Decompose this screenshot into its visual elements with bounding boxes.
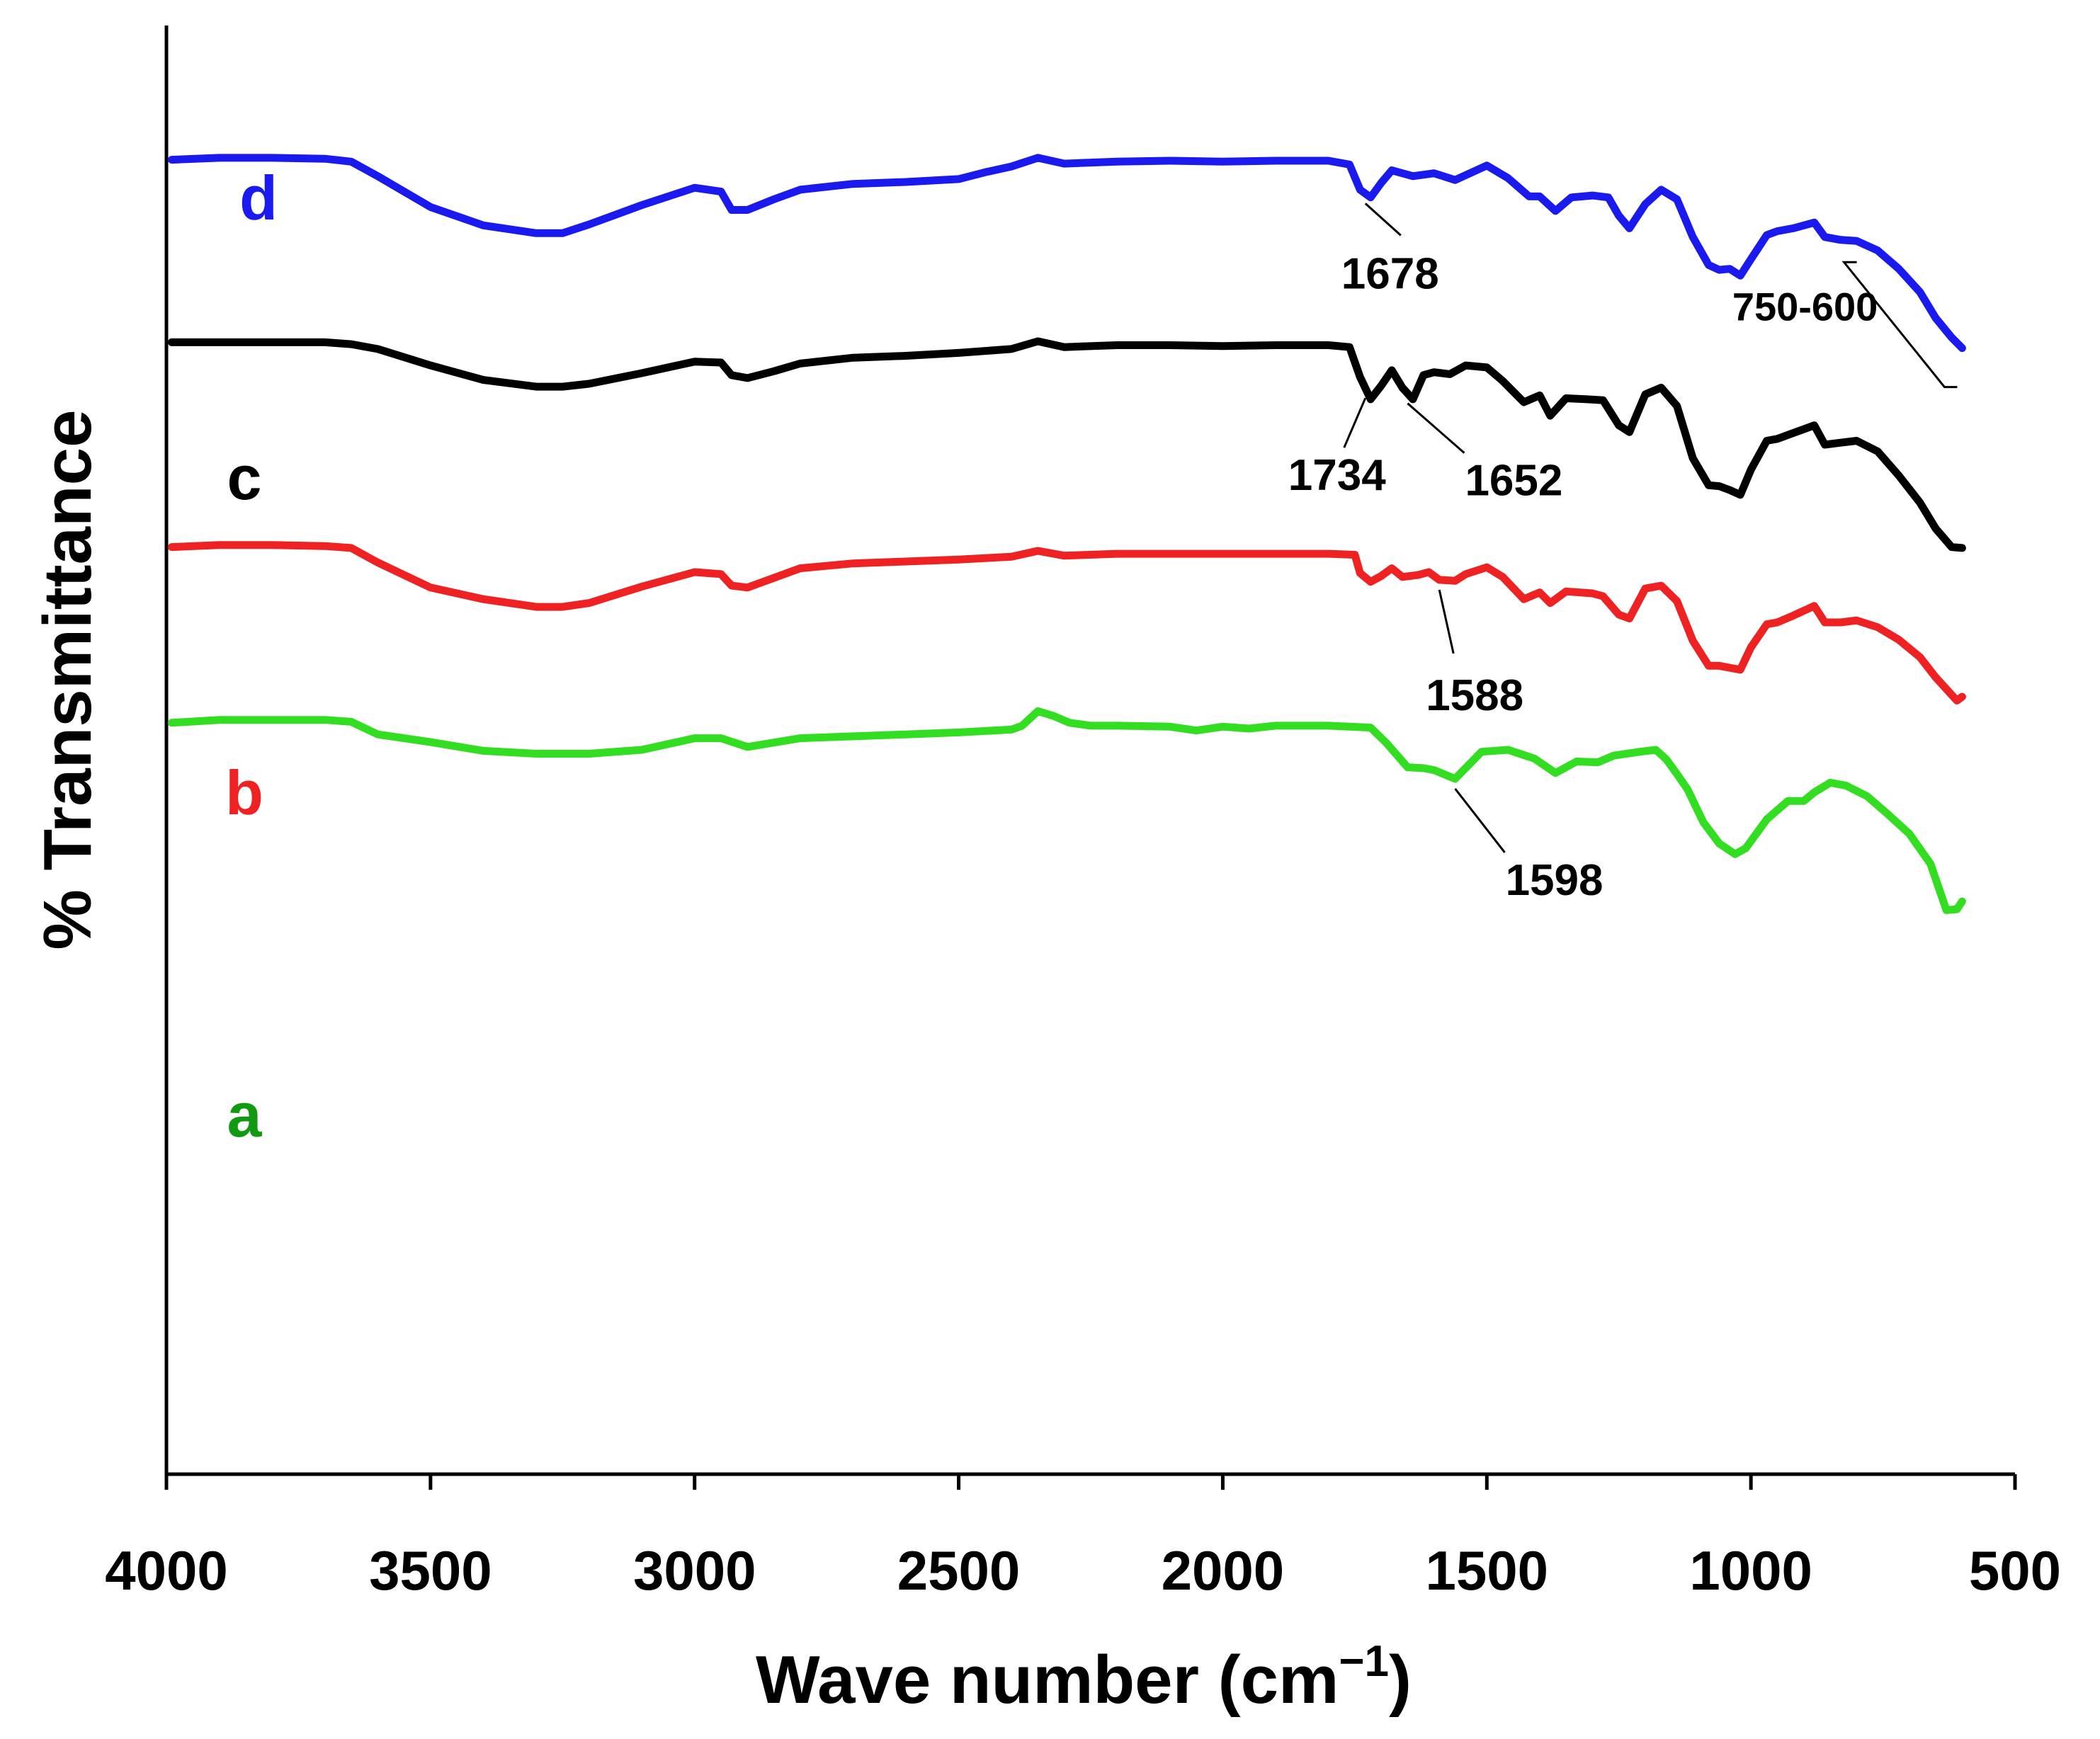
annotation-label: 1652: [1465, 457, 1562, 506]
series-label-c: c: [227, 443, 262, 513]
series-label-d: d: [239, 163, 278, 233]
annotation-leader: [1454, 787, 1506, 853]
series-line-a: [168, 707, 1966, 914]
x-tick-label: 3000: [633, 1539, 756, 1602]
x-axis-title-superscript: −1: [1339, 1637, 1389, 1686]
x-tick-label: 3500: [369, 1539, 492, 1602]
annotation-label: 1588: [1426, 671, 1523, 720]
annotation-label: 1678: [1341, 249, 1439, 298]
series-line-d: [168, 154, 1966, 353]
x-ticks: [164, 1474, 2017, 1490]
range-bracket: [1841, 261, 1958, 389]
annotation-leader: [1364, 203, 1402, 236]
x-tick-label: 2500: [897, 1539, 1021, 1602]
series-line-c: [168, 337, 1966, 552]
x-tick-label: 2000: [1162, 1539, 1285, 1602]
x-axis-title-close: ): [1389, 1642, 1412, 1718]
series-lines: [168, 154, 1966, 914]
annotation-label: 750-600: [1732, 284, 1878, 329]
annotation-label: 1734: [1288, 451, 1386, 500]
x-tick-label: 1500: [1426, 1539, 1549, 1602]
y-axis-title: % Transmittance: [30, 410, 106, 950]
series-label-a: a: [227, 1080, 263, 1150]
annotation-leader: [1438, 589, 1455, 654]
series-label-b: b: [225, 758, 263, 828]
x-tick-label: 4000: [105, 1539, 228, 1602]
x-tick-label: 500: [1969, 1539, 2061, 1602]
annotation-leader: [1407, 402, 1465, 454]
x-axis-title-main: Wave number (cm: [756, 1642, 1339, 1718]
annotation-leader: [1343, 397, 1367, 448]
peak-annotations: 1598 1588 1734 1652 1678 750-600: [1288, 203, 1958, 905]
x-tick-label: 1000: [1689, 1539, 1812, 1602]
x-tick-labels: 4000 3500 3000 2500 2000 1500 1000 500: [105, 1539, 2061, 1602]
series-line-b: [168, 541, 1966, 705]
x-axis-title: Wave number (cm−1): [756, 1637, 1412, 1718]
annotation-label: 1598: [1506, 856, 1604, 905]
